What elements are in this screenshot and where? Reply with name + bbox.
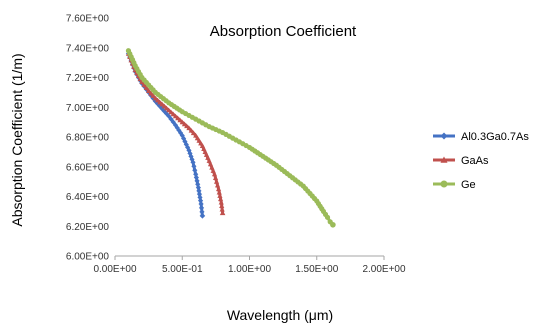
data-point xyxy=(170,111,176,117)
legend-label: Al0.3Ga0.7As xyxy=(461,131,529,143)
data-point xyxy=(197,198,204,204)
data-point xyxy=(166,113,172,119)
data-point xyxy=(440,180,448,188)
data-point xyxy=(218,199,224,205)
data-point xyxy=(190,130,197,136)
data-point xyxy=(148,90,154,96)
chart-title: Absorption Coefficient xyxy=(210,23,357,40)
data-point xyxy=(188,127,194,133)
data-point xyxy=(440,132,448,140)
data-point xyxy=(199,213,206,219)
legend-item: Ge xyxy=(433,179,476,191)
y-tick-label: 7.00E+00 xyxy=(66,103,110,114)
data-point xyxy=(152,95,158,101)
y-axis-ticks: 6.00E+00 6.20E+00 6.40E+00 6.60E+00 6.80E+00… xyxy=(66,14,110,263)
x-tick-label: 1.00E+00 xyxy=(228,264,272,275)
data-point xyxy=(186,125,192,131)
data-point xyxy=(198,201,204,207)
x-tick-label: 2.00E+00 xyxy=(362,264,406,275)
data-point xyxy=(198,205,205,211)
data-point xyxy=(159,101,165,107)
y-axis-label: Absorption Coefficient (1/m) xyxy=(9,53,25,226)
data-point xyxy=(192,167,198,173)
data-point xyxy=(197,194,203,200)
data-point xyxy=(196,191,203,197)
data-point xyxy=(194,178,200,184)
y-tick-label: 6.60E+00 xyxy=(66,162,110,173)
legend-label: Ge xyxy=(461,179,476,191)
data-point xyxy=(179,119,185,125)
series-gaas xyxy=(125,51,226,216)
data-point xyxy=(184,123,190,129)
data-point xyxy=(154,97,161,103)
legend-item: Al0.3Ga0.7As xyxy=(433,131,529,143)
data-point xyxy=(170,119,176,125)
data-point xyxy=(166,107,172,113)
data-point xyxy=(217,196,224,202)
data-point xyxy=(196,188,202,194)
x-tick-label: 5.00E-01 xyxy=(162,264,203,275)
y-tick-label: 6.40E+00 xyxy=(66,192,110,203)
data-point xyxy=(177,117,183,123)
data-point xyxy=(215,186,222,192)
data-point xyxy=(219,206,225,212)
data-point xyxy=(199,209,205,215)
data-point xyxy=(168,116,174,122)
data-point xyxy=(195,184,201,191)
data-point xyxy=(143,85,149,90)
data-point xyxy=(157,99,163,105)
data-point xyxy=(211,171,218,177)
data-point xyxy=(168,109,174,115)
data-point xyxy=(212,175,219,180)
x-tick-label: 1.50E+00 xyxy=(295,264,339,275)
legend-label: GaAs xyxy=(461,155,489,167)
data-point xyxy=(219,203,225,209)
data-point xyxy=(146,88,152,93)
data-point xyxy=(163,111,170,117)
data-point xyxy=(175,115,181,121)
data-point xyxy=(195,181,201,187)
data-point xyxy=(150,93,156,98)
data-point xyxy=(440,156,448,163)
legend-item: GaAs xyxy=(433,155,489,167)
y-tick-label: 6.80E+00 xyxy=(66,133,110,144)
data-point xyxy=(181,121,188,127)
y-tick-label: 7.20E+00 xyxy=(66,73,110,84)
y-tick-label: 7.60E+00 xyxy=(66,14,110,25)
data-point xyxy=(191,163,197,169)
data-point xyxy=(219,210,226,216)
data-point xyxy=(172,113,179,119)
x-axis-ticks: 0.00E+00 5.00E-01 1.00E+00 1.50E+00 2.00E+00 xyxy=(93,256,406,275)
y-tick-label: 6.00E+00 xyxy=(66,252,110,263)
x-tick-label: 0.00E+00 xyxy=(93,264,137,275)
series-layer xyxy=(125,48,336,228)
x-axis-label: Wavelength (μm) xyxy=(227,307,333,323)
y-tick-label: 7.40E+00 xyxy=(66,43,110,54)
series-ge xyxy=(125,48,336,228)
data-point xyxy=(324,214,331,220)
data-point xyxy=(139,79,145,85)
data-point xyxy=(330,221,336,228)
data-point xyxy=(193,174,199,181)
data-point xyxy=(213,179,220,184)
data-point xyxy=(190,159,196,165)
data-point xyxy=(217,193,223,198)
y-tick-label: 6.20E+00 xyxy=(66,222,110,233)
data-point xyxy=(161,103,167,109)
data-point xyxy=(216,189,222,195)
data-point xyxy=(141,82,147,88)
data-point xyxy=(193,171,199,177)
data-point xyxy=(214,182,221,188)
legend: Al0.3Ga0.7As GaAs Ge xyxy=(433,131,529,191)
data-point xyxy=(163,105,170,111)
